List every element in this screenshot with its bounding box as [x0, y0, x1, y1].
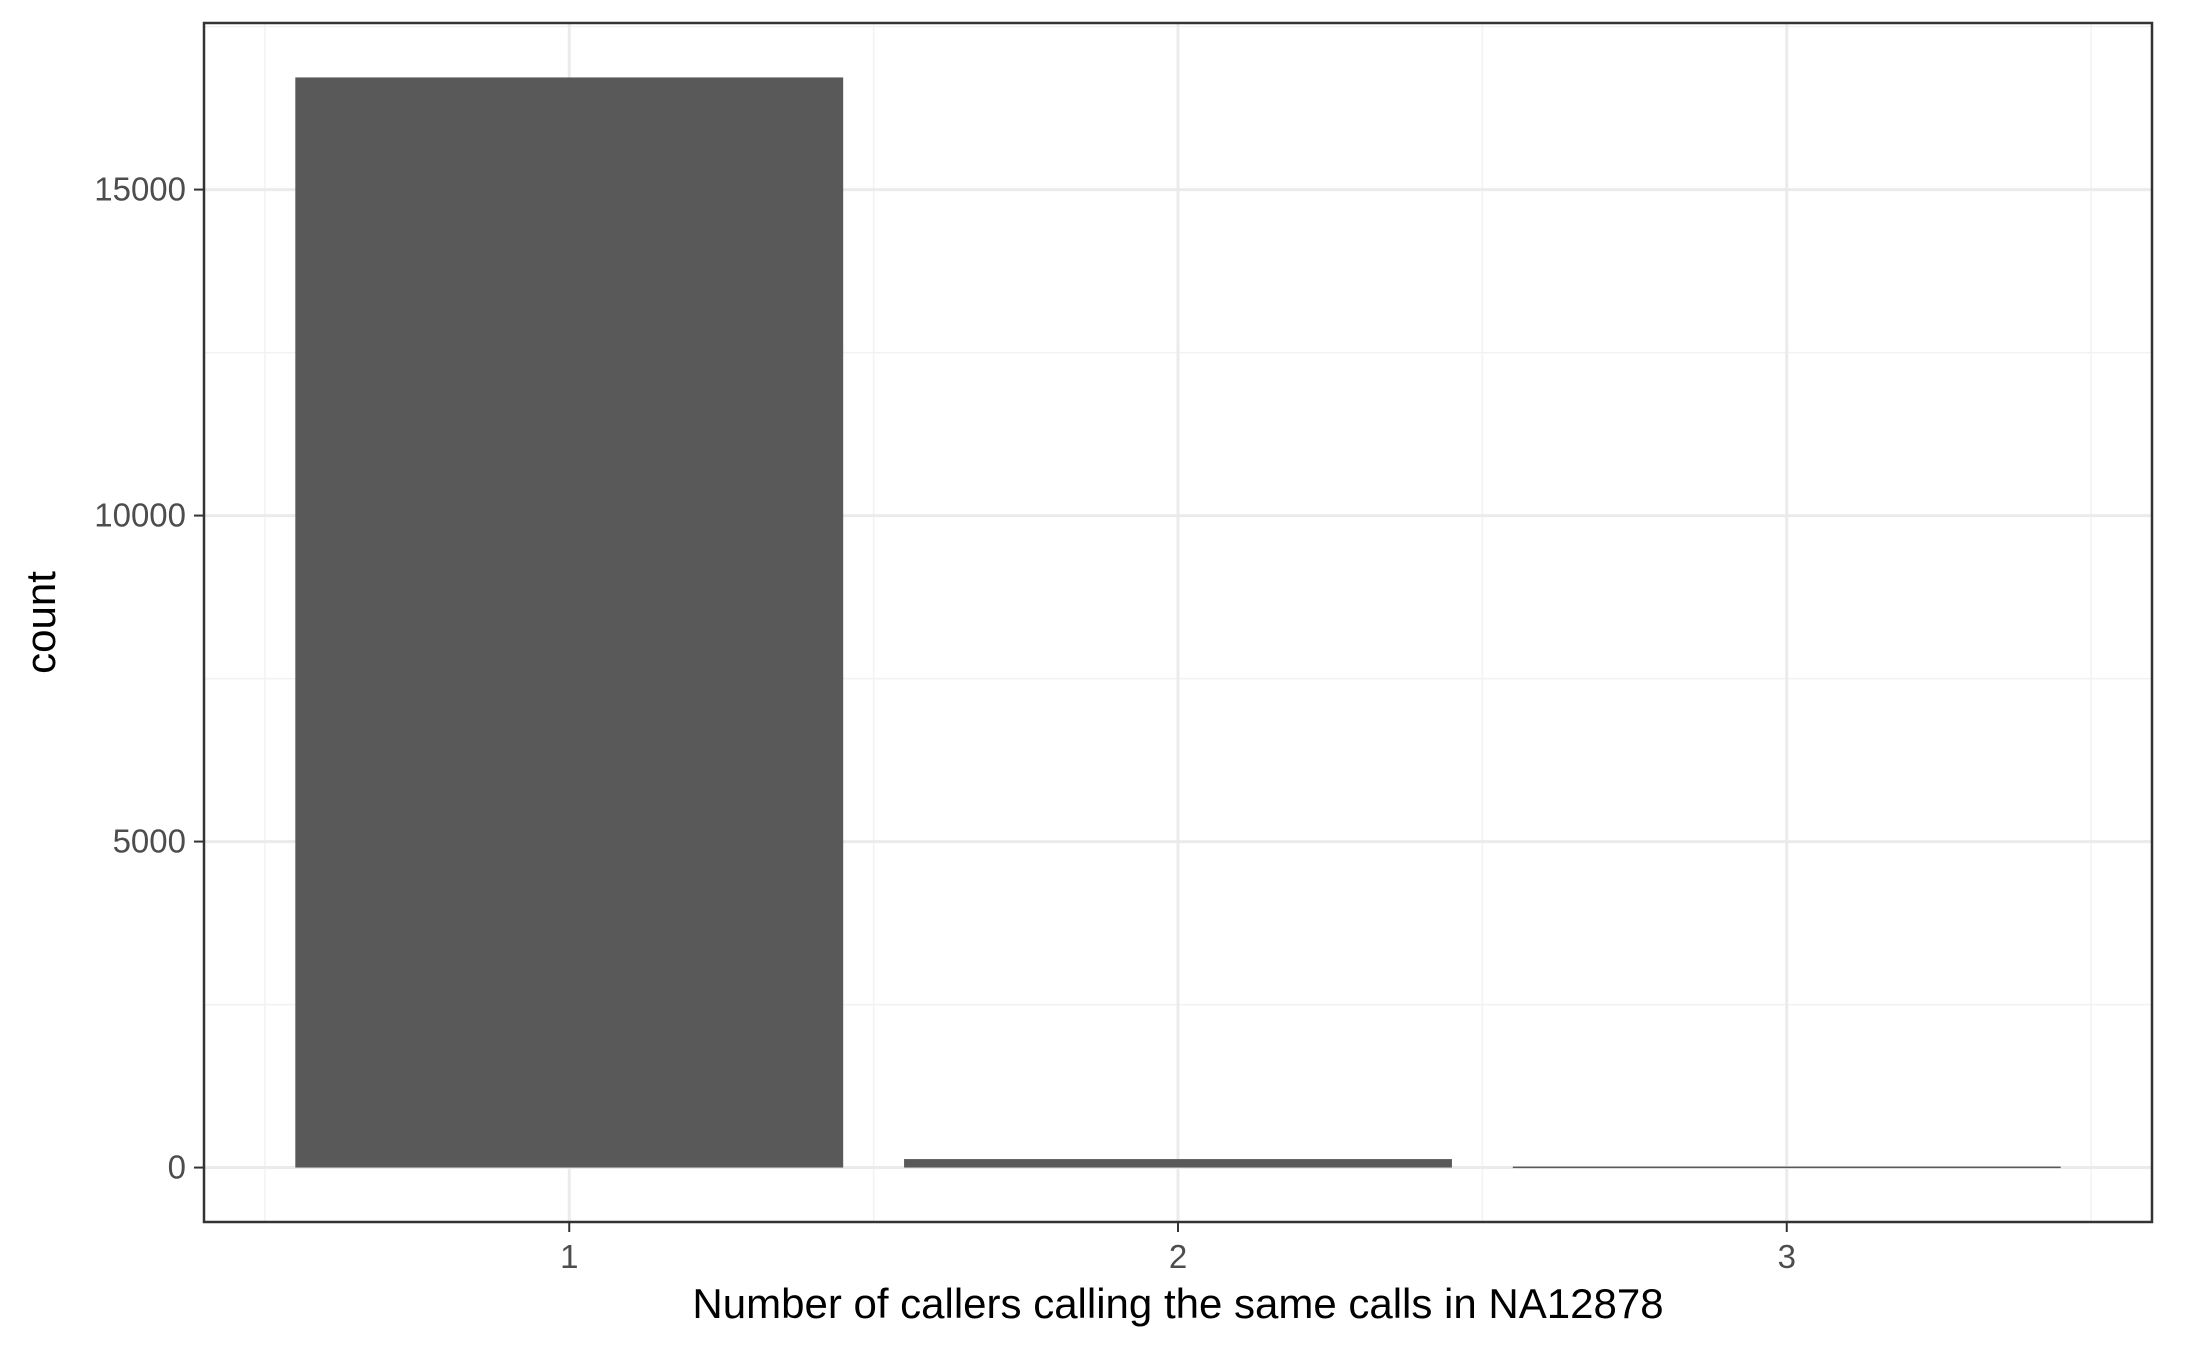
y-axis-title: count — [17, 571, 64, 674]
bar-3 — [1512, 1166, 2061, 1169]
bars — [295, 77, 2061, 1169]
y-tick-label: 5000 — [113, 823, 186, 860]
x-tick-label: 2 — [1169, 1238, 1187, 1275]
y-tick-label: 10000 — [94, 497, 186, 534]
bar-1 — [295, 77, 844, 1168]
y-tick-label: 15000 — [94, 171, 186, 208]
axes: 0 5000 10000 15000 1 2 3 — [94, 171, 1796, 1275]
plot-panel-border — [202, 21, 2154, 1224]
y-tick-label: 0 — [168, 1149, 186, 1186]
x-axis-title: Number of callers calling the same calls… — [692, 1280, 1663, 1327]
x-tick-label: 3 — [1778, 1238, 1796, 1275]
bar-2 — [904, 1159, 1452, 1168]
x-tick-label: 1 — [560, 1238, 578, 1275]
